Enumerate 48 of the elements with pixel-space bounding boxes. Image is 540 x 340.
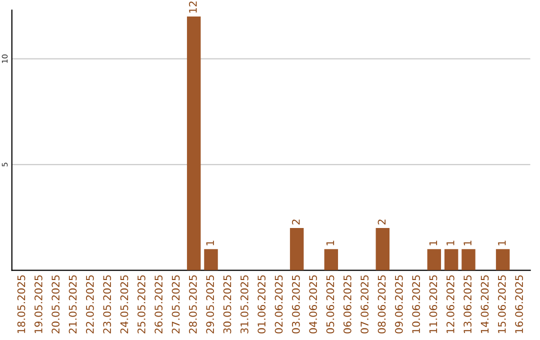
data-label: 1 (446, 240, 454, 246)
x-tick-label: 20.05.2025 (52, 275, 60, 334)
x-tick-label: 14.06.2025 (480, 275, 489, 333)
x-tick-label: 27.05.2025 (172, 275, 180, 334)
bar (376, 228, 390, 270)
bar (290, 228, 304, 270)
bar (427, 249, 442, 270)
data-label: 1 (429, 240, 438, 246)
data-label: 2 (378, 220, 386, 224)
data-label: 2 (292, 220, 300, 224)
x-tick-label: 22.05.2025 (86, 275, 94, 334)
x-tick-label: 24.05.2025 (120, 275, 128, 334)
x-tick-label: 19.05.2025 (34, 275, 42, 333)
x-tick-label: 01.06.2025 (258, 275, 266, 334)
x-tick-label: 21.05.2025 (68, 275, 77, 334)
x-tick-label: 30.05.2025 (223, 275, 232, 334)
data-label: 1 (326, 240, 334, 246)
bar (324, 249, 338, 270)
bar (496, 249, 510, 270)
data-label: 1 (498, 240, 506, 246)
x-tick-label: 08.06.2025 (378, 275, 386, 334)
x-tick-label: 03.06.2025 (292, 275, 300, 334)
x-tick-label: 11.06.2025 (429, 275, 438, 333)
data-label: 12 (188, 2, 197, 13)
data-label: 1 (464, 240, 472, 246)
x-tick-label: 31.05.2025 (240, 275, 248, 334)
x-tick-label: 28.05.2025 (188, 275, 197, 334)
x-tick-label: 05.06.2025 (326, 275, 334, 334)
x-tick-label: 09.06.2025 (394, 275, 403, 334)
x-tick-label: 04.06.2025 (309, 275, 318, 334)
x-tick-label: 06.06.2025 (343, 275, 352, 334)
x-tick-label: 12.06.2025 (446, 275, 454, 333)
bar (444, 249, 458, 270)
x-tick-label: 23.05.2025 (103, 275, 112, 334)
x-tick-label: 26.05.2025 (154, 275, 163, 334)
x-tick-label: 10.06.2025 (412, 275, 420, 333)
bar (204, 249, 218, 270)
x-tick-label: 15.06.2025 (498, 275, 506, 333)
x-tick-label: 13.06.2025 (464, 275, 472, 333)
x-tick-label: 02.06.2025 (274, 275, 283, 334)
data-label: 1 (206, 240, 214, 246)
x-tick-label: 29.05.2025 (206, 275, 214, 334)
bar (186, 16, 201, 270)
x-tick-label: 07.06.2025 (360, 275, 369, 334)
x-tick-label: 18.05.2025 (17, 275, 26, 333)
x-tick-label: 16.06.2025 (515, 275, 524, 333)
x-tick-label: 25.05.2025 (137, 275, 146, 334)
bar (462, 249, 476, 270)
